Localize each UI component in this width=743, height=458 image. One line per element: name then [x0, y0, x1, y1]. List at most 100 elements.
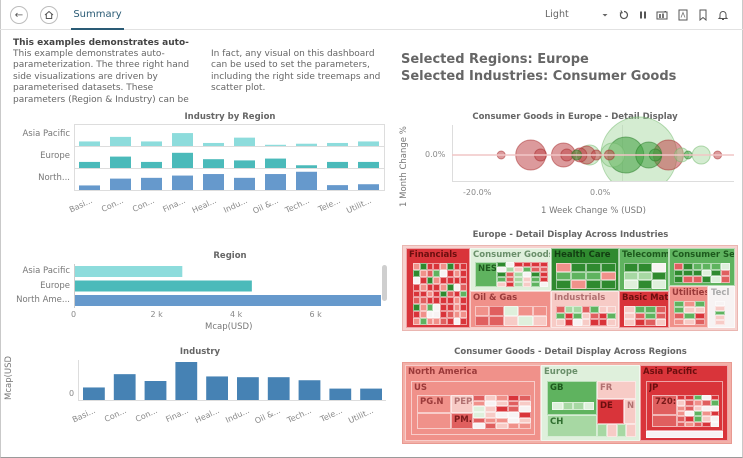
treemap-leaf[interactable] [539, 262, 548, 267]
region-bar-1[interactable] [75, 280, 252, 292]
treemap-leaf[interactable] [683, 263, 693, 270]
treemap-leaf[interactable] [419, 304, 427, 312]
industry-by-region-chart[interactable] [74, 124, 387, 192]
industry-bar-2[interactable] [144, 381, 167, 400]
treemap-leaf[interactable] [433, 304, 440, 312]
treemap-leaf[interactable] [645, 306, 656, 313]
treemap-leaf[interactable] [702, 263, 712, 270]
region-chart-scrollbar[interactable] [382, 265, 387, 301]
treemap-leaf[interactable] [710, 395, 719, 401]
bar-north--2[interactable] [141, 177, 162, 190]
treemap-leaf[interactable] [413, 283, 420, 291]
treemap-leaf[interactable] [715, 301, 725, 306]
bar-north--1[interactable] [110, 178, 131, 190]
treemap-leaf[interactable] [692, 269, 702, 277]
treemap-leaf[interactable] [413, 318, 420, 325]
treemap-pep[interactable]: PEP.I [451, 395, 473, 413]
treemap-leaf[interactable] [440, 304, 447, 312]
treemap-leaf[interactable] [514, 267, 523, 272]
treemap-leaf[interactable] [715, 315, 725, 321]
industry-bar-8[interactable] [329, 388, 352, 400]
snapshot-button[interactable] [656, 8, 668, 22]
treemap-leaf[interactable] [419, 318, 427, 325]
bar-europe-1[interactable] [110, 156, 131, 168]
treemap-health-care[interactable]: Health Care [551, 248, 619, 291]
treemap-leaf[interactable] [426, 276, 434, 284]
treemap-leaf[interactable] [645, 312, 656, 320]
treemap-leaf[interactable] [677, 421, 686, 427]
treemap-leaf[interactable] [677, 405, 686, 411]
treemap-leaf[interactable] [677, 395, 686, 401]
treemap-leaf[interactable] [460, 304, 467, 312]
treemap-leaf[interactable] [626, 424, 636, 437]
treemap-leaf[interactable] [433, 276, 440, 284]
industry-bar-4[interactable] [206, 376, 228, 400]
treemap-leaf[interactable] [453, 311, 461, 319]
treemap-leaf[interactable] [433, 311, 440, 319]
treemap-leaf[interactable] [583, 402, 594, 410]
treemap-industries[interactable]: Financials Consumer Goods NES Health Care Te… [402, 245, 738, 331]
treemap-leaf[interactable] [473, 395, 485, 401]
industry-bar-3[interactable] [175, 362, 198, 400]
treemap-leaf[interactable] [433, 290, 440, 298]
treemap-leaf[interactable] [473, 423, 485, 429]
treemap-leaf[interactable] [694, 307, 705, 313]
treemap-leaf[interactable] [426, 269, 434, 277]
treemap-leaf[interactable] [484, 417, 497, 424]
treemap-leaf[interactable] [693, 395, 703, 401]
treemap-leaf[interactable] [496, 400, 508, 407]
treemap-leaf[interactable] [607, 319, 616, 326]
treemap-leaf[interactable] [598, 319, 608, 326]
treemap-leaf[interactable] [433, 263, 440, 270]
bar-asia-pacific-1[interactable] [110, 136, 131, 146]
pause-button[interactable] [637, 8, 649, 22]
treemap-leaf[interactable] [497, 262, 506, 267]
bar-north--0[interactable] [79, 185, 100, 190]
treemap-leaf[interactable] [446, 318, 454, 325]
treemap-leaf[interactable] [556, 306, 565, 313]
treemap-leaf[interactable] [684, 313, 695, 319]
treemap-leaf[interactable] [616, 424, 627, 437]
treemap-leaf[interactable] [507, 400, 520, 407]
treemap-leaf[interactable] [606, 424, 617, 437]
treemap-leaf[interactable] [419, 290, 427, 298]
treemap-leaf[interactable] [413, 276, 420, 284]
treemap-leaf[interactable] [514, 282, 523, 287]
treemap-leaf[interactable] [702, 411, 711, 417]
treemap-europe[interactable]: Europe GB FR DE NL CH [541, 365, 640, 441]
treemap-leaf[interactable] [413, 263, 420, 270]
treemap-leaf[interactable] [489, 316, 504, 326]
treemap-leaf[interactable] [519, 417, 531, 424]
treemap-leaf[interactable] [503, 316, 519, 326]
treemap-leaf[interactable] [711, 263, 721, 270]
treemap-leaf[interactable] [426, 311, 434, 319]
treemap-leaf[interactable] [505, 282, 514, 287]
treemap-leaf[interactable] [440, 318, 447, 325]
treemap-leaf[interactable] [601, 271, 616, 281]
bar-asia-pacific-4[interactable] [203, 142, 224, 146]
bar-europe-6[interactable] [265, 158, 286, 168]
treemap-leaf[interactable] [573, 306, 582, 313]
treemap-de[interactable]: DE [597, 399, 624, 424]
treemap-leaf[interactable] [496, 417, 508, 424]
back-button[interactable]: ← [10, 6, 28, 24]
treemap-leaf[interactable] [715, 320, 725, 325]
treemap-leaf[interactable] [539, 272, 548, 277]
treemap-leaf[interactable] [694, 301, 705, 307]
treemap-leaf[interactable] [413, 304, 420, 312]
treemap-leaf[interactable] [674, 313, 685, 319]
treemap-leaf[interactable] [539, 267, 548, 272]
treemap-leaf[interactable] [692, 276, 702, 283]
treemap-leaf[interactable] [446, 297, 454, 305]
treemap-leaf[interactable] [453, 318, 461, 325]
home-button[interactable] [40, 6, 58, 24]
treemap-leaf[interactable] [419, 283, 427, 291]
treemap-leaf[interactable] [522, 277, 531, 282]
treemap-leaf[interactable] [419, 276, 427, 284]
treemap-leaf[interactable] [586, 263, 601, 272]
treemap-leaf[interactable] [685, 416, 694, 422]
treemap-leaf[interactable] [607, 306, 616, 313]
bar-europe-4[interactable] [203, 159, 224, 168]
alerts-button[interactable] [717, 8, 729, 22]
treemap-leaf[interactable] [426, 283, 434, 291]
